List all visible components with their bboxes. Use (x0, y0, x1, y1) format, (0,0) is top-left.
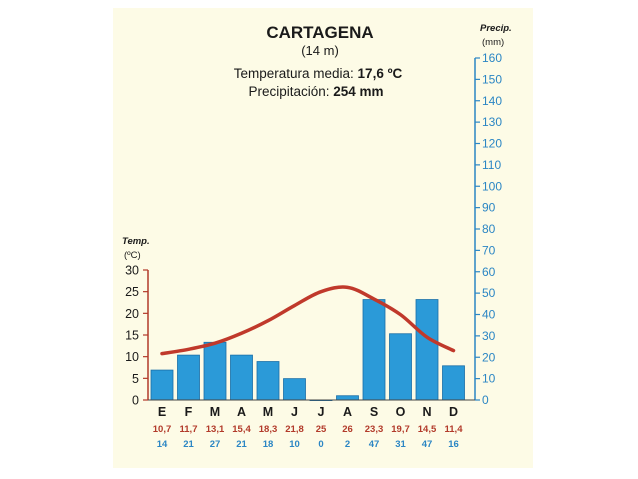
right-axis-tick-label: 50 (482, 286, 496, 300)
precipitation-value-label: 0 (318, 439, 323, 450)
chart-subtitle: (14 m) (301, 43, 339, 58)
precipitation-value-label: 14 (157, 439, 168, 450)
month-label: J (291, 405, 298, 419)
precipitation-value-label: 2 (345, 439, 350, 450)
precipitation-summary-label: Precipitación: (248, 84, 333, 99)
month-label: J (318, 405, 325, 419)
precipitation-bar (389, 333, 412, 401)
right-axis-tick-label: 70 (482, 243, 496, 257)
precipitation-value-label: 47 (369, 439, 380, 450)
right-axis-tick-label: 130 (482, 115, 502, 129)
temperature-value-label: 11,4 (445, 424, 464, 435)
left-axis-title: Temp. (122, 236, 150, 247)
precipitation-bar (415, 299, 439, 401)
right-axis-tick-label: 30 (482, 329, 496, 343)
left-axis-unit: (ºC) (124, 250, 141, 261)
temperature-summary: Temperatura media: 17,6 ºC (234, 66, 403, 81)
right-axis-tick-label: 90 (482, 201, 496, 215)
left-axis-tick-label: 10 (125, 350, 139, 364)
temperature-summary-value: 17,6 ºC (358, 66, 403, 81)
month-label: E (158, 405, 166, 419)
left-axis-tick-label: 15 (125, 329, 139, 343)
precipitation-value-label: 16 (448, 439, 459, 450)
right-axis-unit: (mm) (482, 37, 504, 48)
precipitation-summary-value: 254 mm (333, 84, 383, 99)
month-label: D (449, 405, 458, 419)
month-label: F (185, 405, 193, 419)
precipitation-value-label: 47 (422, 439, 433, 450)
right-axis-tick-label: 40 (482, 308, 496, 322)
precipitation-value-label: 31 (395, 439, 406, 450)
temperature-value-label: 26 (342, 424, 353, 435)
right-axis-tick-label: 140 (482, 94, 502, 108)
temperature-value-label: 21,8 (285, 424, 304, 435)
left-axis-tick-label: 0 (132, 394, 139, 408)
month-label: A (237, 405, 246, 419)
precipitation-bar (362, 299, 386, 401)
right-axis-tick-label: 10 (482, 372, 496, 386)
precipitation-bar (177, 354, 200, 401)
right-axis-tick-label: 160 (482, 51, 502, 65)
left-axis-tick-label: 25 (125, 285, 139, 299)
right-axis-tick-label: 120 (482, 137, 502, 151)
precipitation-bars (150, 299, 465, 402)
right-axis-tick-label: 150 (482, 72, 502, 86)
month-label: M (210, 405, 220, 419)
chart-title: CARTAGENA (266, 23, 373, 42)
left-axis-tick-label: 20 (125, 307, 139, 321)
right-axis-tick-label: 20 (482, 350, 496, 364)
temperature-value-label: 14,5 (418, 424, 437, 435)
precipitation-value-label: 27 (210, 439, 221, 450)
temperature-value-label: 19,7 (391, 424, 410, 435)
right-axis-tick-label: 110 (482, 158, 501, 172)
temperature-value-label: 18,3 (259, 424, 278, 435)
left-axis-tick-label: 30 (125, 264, 139, 278)
month-labels: E 10,7 14 F 11,7 21 M 13,1 27 A 15,4 21 M 18,3 18 J 21,8… (153, 405, 463, 450)
precipitation-value-label: 10 (289, 439, 300, 450)
month-label: M (263, 405, 273, 419)
temperature-line-group (160, 285, 456, 356)
right-axis-tick-label: 0 (482, 393, 489, 407)
month-label: A (343, 405, 352, 419)
precipitation-bar (336, 395, 359, 401)
right-axis-tick-label: 60 (482, 265, 496, 279)
right-axis-title: Precip. (480, 23, 512, 34)
temperature-summary-label: Temperatura media: (234, 66, 358, 81)
precipitation-bar (203, 341, 227, 401)
precipitation-value-label: 21 (236, 439, 247, 450)
temperature-value-label: 13,1 (206, 424, 225, 435)
precipitation-bar (230, 354, 253, 401)
left-axis-tick-label: 5 (132, 372, 139, 386)
right-axis-tick-label: 100 (482, 179, 502, 193)
precipitation-bar (442, 365, 465, 401)
temperature-value-label: 11,7 (180, 424, 198, 435)
precipitation-bar (283, 378, 306, 401)
temperature-value-label: 15,4 (232, 424, 251, 435)
temperature-value-label: 10,7 (153, 424, 172, 435)
temperature-value-label: 23,3 (365, 424, 384, 435)
precipitation-summary: Precipitación: 254 mm (248, 84, 383, 99)
right-axis-tick-label: 80 (482, 222, 496, 236)
month-label: S (370, 405, 378, 419)
precipitation-value-label: 21 (183, 439, 194, 450)
temperature-value-label: 25 (316, 424, 327, 435)
precipitation-value-label: 18 (263, 439, 274, 450)
month-label: O (396, 405, 406, 419)
axes: 0 5 10 15 20 25 30 0 10 20 30 40 50 60 70 80 90 100 110 120… (125, 51, 502, 408)
precipitation-bar (256, 361, 280, 401)
month-label: N (422, 405, 431, 419)
precipitation-bar (150, 369, 174, 401)
temperature-line (160, 285, 456, 356)
